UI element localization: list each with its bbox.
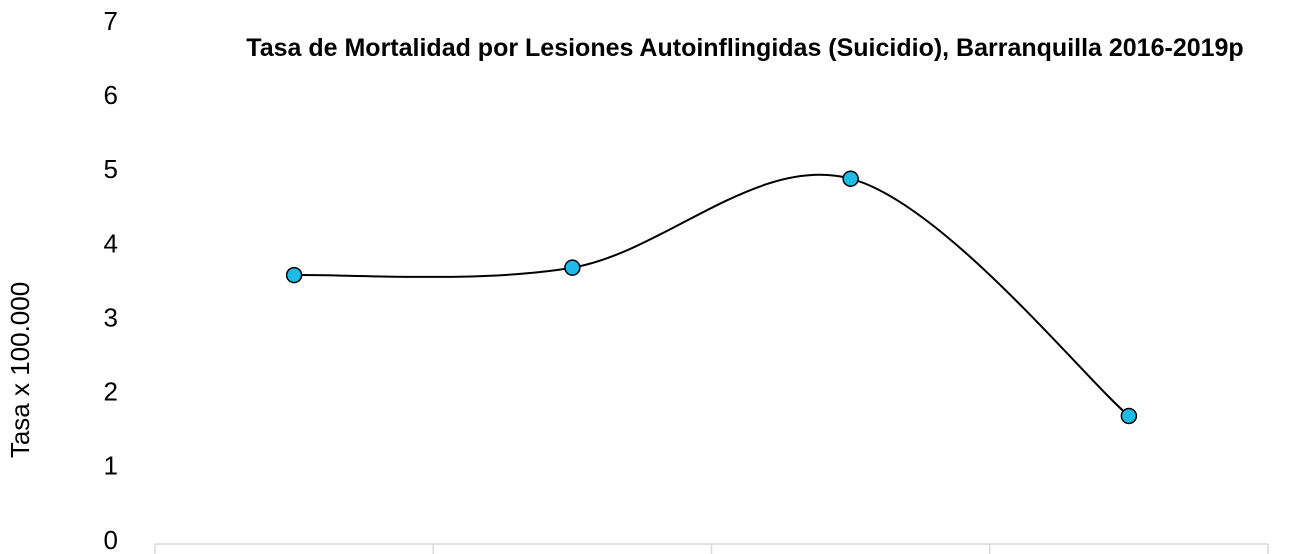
marker [1120, 407, 1138, 425]
y-tick-label: 6 [104, 80, 118, 110]
marker [564, 259, 581, 276]
y-tick-label: 1 [104, 451, 118, 481]
y-tick-label: 0 [104, 525, 118, 554]
chart-title: Tasa de Mortalidad por Lesiones Autoinfl… [246, 34, 1244, 62]
marker [842, 170, 859, 187]
marker [285, 266, 303, 284]
line [294, 173, 1130, 417]
y-tick-label: 5 [104, 154, 118, 184]
y-tick-label: 4 [104, 228, 118, 258]
y-tick-label: 3 [104, 302, 118, 332]
y-tick-label: 2 [104, 377, 118, 407]
y-axis-label: Tasa x 100.000 [5, 282, 35, 458]
y-tick-label: 7 [104, 6, 118, 36]
